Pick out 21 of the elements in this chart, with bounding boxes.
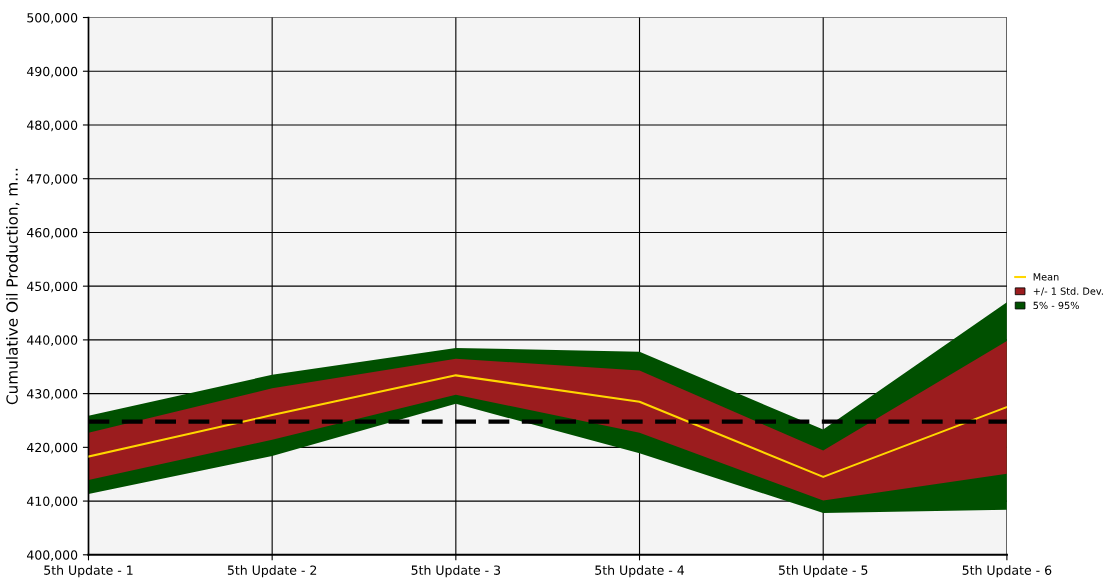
y-tick-label: 440,000 bbox=[26, 335, 78, 347]
x-tick-label: 5th Update - 2 bbox=[227, 565, 317, 578]
y-tick-label: 490,000 bbox=[26, 66, 78, 78]
y-tick-label: 450,000 bbox=[26, 281, 78, 293]
x-tick-label: 5th Update - 4 bbox=[595, 565, 685, 578]
x-tick-label: 5th Update - 3 bbox=[411, 565, 501, 578]
y-tick-label: 420,000 bbox=[26, 442, 78, 454]
y-axis-title: Cumulative Oil Production, m... bbox=[6, 168, 20, 405]
x-tick-label: 5th Update - 6 bbox=[962, 565, 1052, 578]
y-tick-label: 480,000 bbox=[26, 120, 78, 132]
y-tick-label: 410,000 bbox=[26, 496, 78, 508]
y-tick-label: 500,000 bbox=[27, 12, 78, 24]
x-tick-label: 5th Update - 1 bbox=[44, 565, 133, 578]
legend-label: Mean bbox=[1033, 273, 1059, 281]
x-tick-label: 5th Update - 5 bbox=[778, 565, 868, 578]
legend-label: +/- 1 Std. Dev. bbox=[1033, 287, 1103, 296]
y-tick-label: 460,000 bbox=[26, 227, 78, 239]
y-tick-label: 430,000 bbox=[26, 389, 78, 400]
y-tick-label: 400,000 bbox=[26, 550, 78, 561]
y-tick-label: 470,000 bbox=[26, 174, 78, 185]
legend-label: 5% - 95% bbox=[1033, 301, 1079, 310]
